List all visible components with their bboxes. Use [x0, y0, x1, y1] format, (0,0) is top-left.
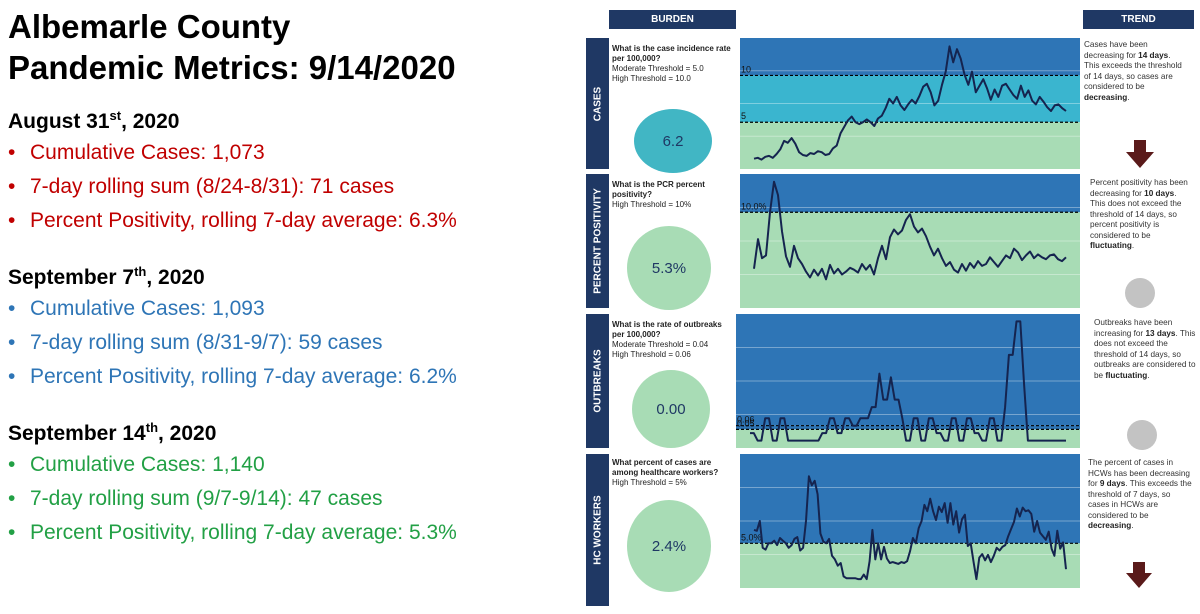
rolling-sum-item: 7-day rolling sum (8/24-8/31): 71 cases	[8, 170, 583, 204]
cumulative-cases-item: Cumulative Cases: 1,093	[8, 292, 583, 326]
grey-status-circle-icon	[1127, 420, 1157, 450]
rolling-sum-item: 7-day rolling sum (9/7-9/14): 47 cases	[8, 482, 583, 516]
side-label-hc-workers: HC WORKERS	[586, 454, 609, 606]
side-label-percent-positivity: PERCENT POSITIVITY	[586, 174, 609, 308]
trend-text-outbreaks: Outbreaks have been increasing for 13 da…	[1094, 318, 1196, 380]
down-arrow-icon	[1126, 140, 1154, 168]
threshold-label: 5	[741, 111, 746, 121]
threshold-label: 5.0%	[741, 532, 762, 542]
high-zone-band	[740, 38, 1080, 76]
period-date-heading: August 31st, 2020	[8, 108, 180, 133]
question-hc-workers: What percent of cases are among healthca…	[612, 458, 719, 487]
title-line-1: Albemarle County	[8, 8, 291, 45]
high-zone-band	[736, 314, 1080, 426]
outbreaks-chart: 0.060.05	[736, 314, 1080, 448]
trend-text-cases: Cases have been decreasing for 14 days. …	[1084, 40, 1182, 102]
burden-header: BURDEN	[609, 10, 736, 29]
threshold-label: 10	[741, 64, 751, 74]
cumulative-cases-item: Cumulative Cases: 1,073	[8, 136, 583, 170]
series-line	[753, 475, 1067, 581]
down-arrow-icon	[1126, 562, 1152, 588]
percent-positivity-item: Percent Positivity, rolling 7-day averag…	[8, 360, 583, 394]
hc-workers-chart: 5.0%	[740, 454, 1080, 588]
percent-positivity-chart: 10.0%	[740, 174, 1080, 308]
threshold-label: 0.06	[737, 415, 755, 425]
moderate-zone-band	[736, 425, 1080, 430]
summary-column: Albemarle County Pandemic Metrics: 9/14/…	[8, 0, 583, 550]
hc-workers-value-circle: 2.4%	[627, 500, 711, 592]
percent-positivity-item: Percent Positivity, rolling 7-day averag…	[8, 516, 583, 550]
rolling-sum-item: 7-day rolling sum (8/31-9/7): 59 cases	[8, 326, 583, 360]
series-line	[753, 180, 1067, 281]
question-cases: What is the case incidence rate per 100,…	[612, 44, 731, 83]
positivity-value-circle: 5.3%	[627, 226, 711, 310]
high-zone-band	[740, 454, 1080, 544]
low-zone-band	[740, 122, 1080, 169]
period-block-aug31: August 31st, 2020 Cumulative Cases: 1,07…	[8, 108, 583, 238]
low-zone-band	[740, 212, 1080, 308]
moderate-zone-band	[740, 75, 1080, 123]
period-date-heading: September 7th, 2020	[8, 264, 205, 289]
question-outbreaks: What is the rate of outbreaks per 100,00…	[612, 320, 722, 359]
grey-status-circle-icon	[1125, 278, 1155, 308]
trend-text-hc-workers: The percent of cases in HCWs has been de…	[1088, 458, 1192, 530]
side-label-cases: CASES	[586, 38, 609, 169]
threshold-label: 10.0%	[741, 201, 767, 211]
page-title: Albemarle County Pandemic Metrics: 9/14/…	[8, 6, 583, 88]
period-block-sep14: September 14th, 2020 Cumulative Cases: 1…	[8, 420, 583, 550]
trend-text-percent-positivity: Percent positivity has been decreasing f…	[1090, 178, 1188, 250]
side-label-outbreaks: OUTBREAKS	[586, 314, 609, 448]
title-line-2: Pandemic Metrics: 9/14/2020	[8, 49, 456, 86]
outbreaks-value-circle: 0.00	[632, 370, 710, 448]
percent-positivity-item: Percent Positivity, rolling 7-day averag…	[8, 204, 583, 238]
question-percent-positivity: What is the PCR percent positivity? High…	[612, 180, 705, 209]
series-line	[753, 45, 1067, 161]
cases-value-circle: 6.2	[634, 109, 712, 173]
series-line	[750, 320, 1066, 442]
period-block-sep7: September 7th, 2020 Cumulative Cases: 1,…	[8, 264, 583, 394]
cumulative-cases-item: Cumulative Cases: 1,140	[8, 448, 583, 482]
cases-chart: 10 5	[740, 38, 1080, 169]
high-zone-band	[740, 174, 1080, 213]
trend-header: TREND	[1083, 10, 1194, 29]
period-date-heading: September 14th, 2020	[8, 420, 217, 445]
threshold-label: 0.05	[737, 418, 755, 428]
